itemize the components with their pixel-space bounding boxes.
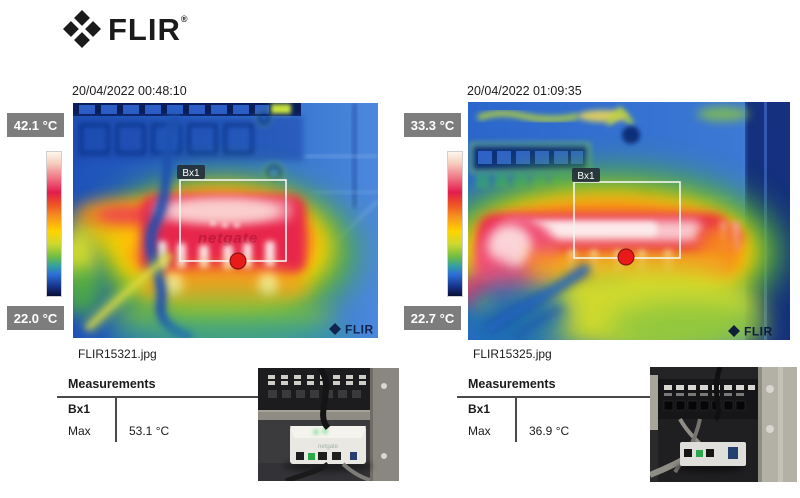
registered-mark: ®	[180, 13, 188, 24]
watermark-diamond-icon	[329, 323, 341, 335]
watermark-diamond-icon	[728, 325, 740, 337]
flir-watermark-1: FLIR	[329, 323, 374, 337]
flir-diamond-icon	[63, 10, 101, 48]
thermal-image-2: Bx1 FLIR	[468, 102, 790, 340]
max-temp-marker-1	[229, 252, 247, 270]
flir-watermark-2: FLIR	[728, 325, 773, 339]
thermal-art-1: netgate	[73, 103, 378, 338]
measurements-body-1: Bx1 Max 53.1 °C	[57, 396, 258, 442]
thumbnail-art-1: netgate	[258, 368, 399, 481]
flir-logo-text: FLIR®	[108, 11, 188, 47]
scale-min-label-1: 22.0 °C	[7, 306, 64, 330]
roi-tag-1	[177, 165, 205, 179]
color-scale-2	[447, 151, 463, 297]
measurements-roi-2: Bx1	[468, 402, 491, 416]
flir-logo: FLIR®	[63, 10, 188, 48]
roi-tag-label-2: Bx1	[577, 171, 595, 182]
measurement-name-2: Max	[468, 424, 491, 438]
measurements-table-1: Measurements Bx1 Max 53.1 °C	[57, 377, 258, 442]
scale-max-label-1: 42.1 °C	[7, 113, 64, 137]
measurement-value-2: 36.9 °C	[515, 420, 650, 442]
roi-tag-label-1: Bx1	[182, 168, 200, 179]
measurements-roi-1: Bx1	[68, 402, 91, 416]
timestamp-2: 20/04/2022 01:09:35	[467, 84, 582, 98]
thumbnail-art-2	[650, 367, 797, 482]
measurements-roi-value-1	[115, 398, 258, 420]
measurements-title-1: Measurements	[68, 377, 156, 391]
filename-2: FLIR15325.jpg	[473, 347, 552, 361]
measurements-roi-value-2	[515, 398, 650, 420]
device-brand-text: netgate	[198, 230, 258, 247]
photo-thumbnail-1: netgate	[258, 368, 399, 481]
thermal-image-1: netgate Bx1 FLIR	[73, 103, 378, 338]
color-scale-1	[46, 151, 62, 297]
watermark-text-1: FLIR	[345, 323, 374, 337]
measurements-table-2: Measurements Bx1 Max 36.9 °C	[457, 377, 650, 442]
timestamp-1: 20/04/2022 00:48:10	[72, 84, 187, 98]
measurement-value-1: 53.1 °C	[115, 420, 258, 442]
measurement-name-1: Max	[68, 424, 91, 438]
scale-max-label-2: 33.3 °C	[404, 113, 461, 137]
filename-1: FLIR15321.jpg	[78, 347, 157, 361]
watermark-text-2: FLIR	[744, 325, 773, 339]
measurements-body-2: Bx1 Max 36.9 °C	[457, 396, 650, 442]
max-temp-marker-2	[617, 248, 635, 266]
photo-thumbnail-2	[650, 367, 797, 482]
scale-min-label-2: 22.7 °C	[404, 306, 461, 330]
thumbnail-device-brand: netgate	[318, 444, 339, 450]
measurements-title-2: Measurements	[468, 377, 556, 391]
roi-tag-2	[572, 168, 600, 182]
